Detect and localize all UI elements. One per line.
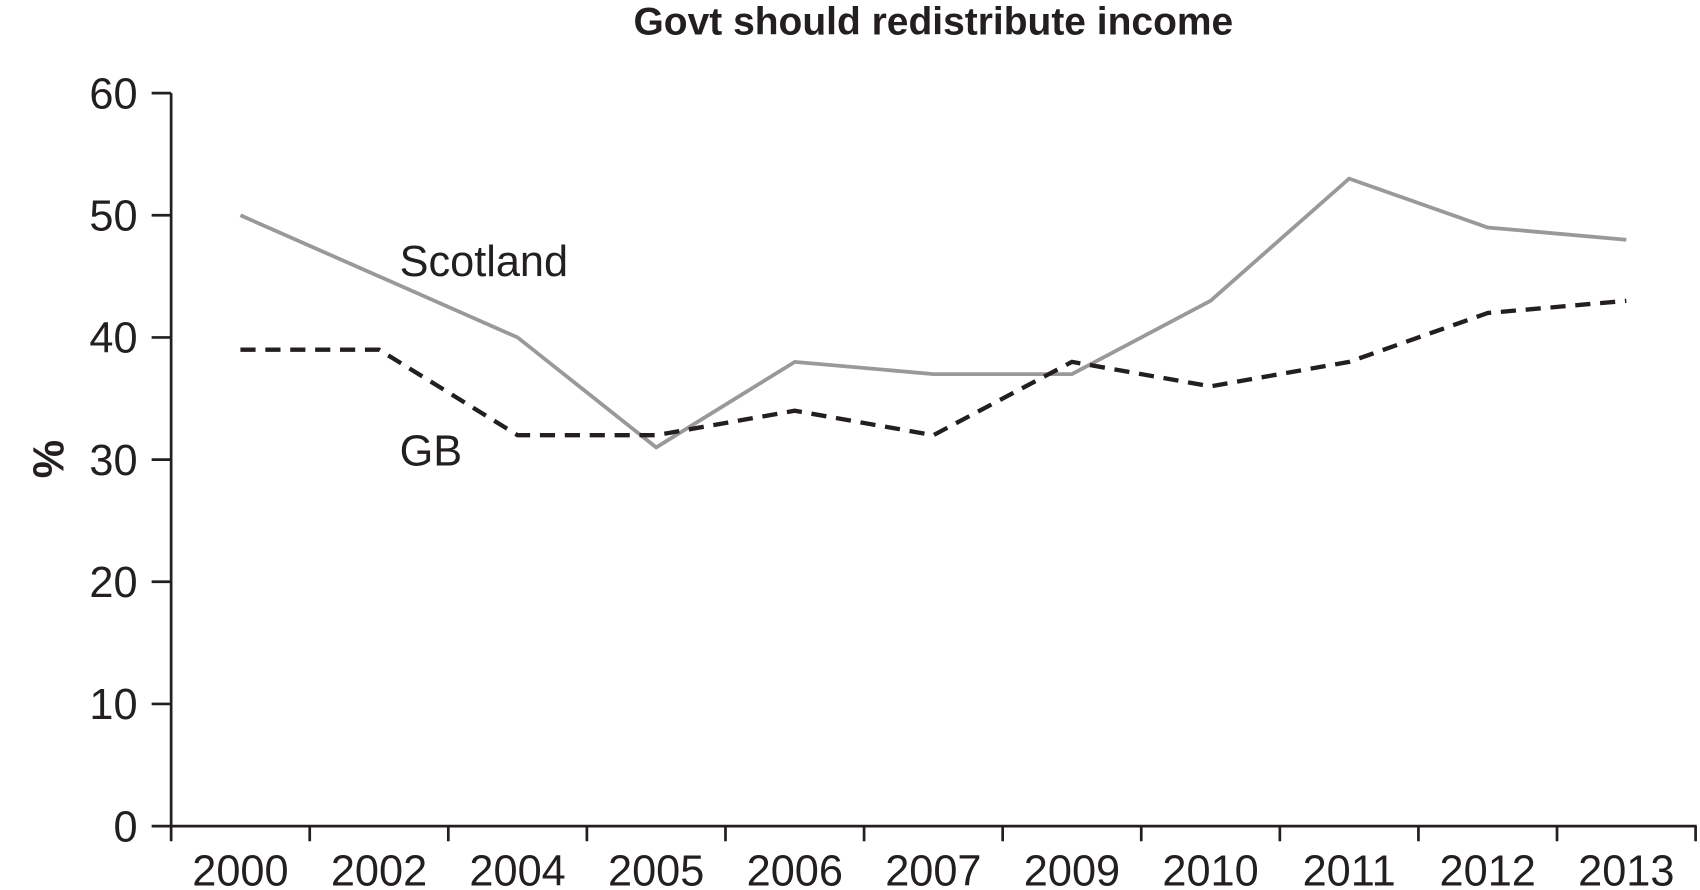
y-tick-label: 60 bbox=[89, 70, 137, 118]
y-tick-label: 40 bbox=[89, 315, 137, 363]
x-tick-label: 2009 bbox=[1024, 848, 1120, 890]
x-tick-label: 2006 bbox=[747, 848, 843, 890]
x-tick-label: 2002 bbox=[331, 848, 427, 890]
x-tick-label: 2000 bbox=[192, 848, 288, 890]
y-tick-label: 30 bbox=[89, 437, 137, 485]
x-tick-label: 2004 bbox=[469, 848, 565, 890]
x-tick-label: 2013 bbox=[1578, 848, 1674, 890]
x-tick-label: 2007 bbox=[885, 848, 981, 890]
x-tick-label: 2005 bbox=[608, 848, 704, 890]
y-tick-label: 20 bbox=[89, 559, 137, 607]
chart-title: Govt should redistribute income bbox=[633, 1, 1233, 44]
series-line-scotland bbox=[239, 176, 1627, 450]
y-tick-label: 0 bbox=[113, 803, 137, 851]
y-tick-label: 10 bbox=[89, 681, 137, 729]
x-tick-label: 2011 bbox=[1303, 848, 1396, 890]
y-axis-label: % bbox=[24, 440, 72, 478]
y-tick-label: 50 bbox=[89, 192, 137, 240]
series-label-scotland: Scotland bbox=[400, 238, 568, 286]
series-line-gb bbox=[240, 298, 1627, 438]
x-tick-label: 2012 bbox=[1440, 848, 1536, 890]
x-tick-label: 2010 bbox=[1162, 848, 1258, 890]
series-label-gb: GB bbox=[400, 428, 463, 476]
